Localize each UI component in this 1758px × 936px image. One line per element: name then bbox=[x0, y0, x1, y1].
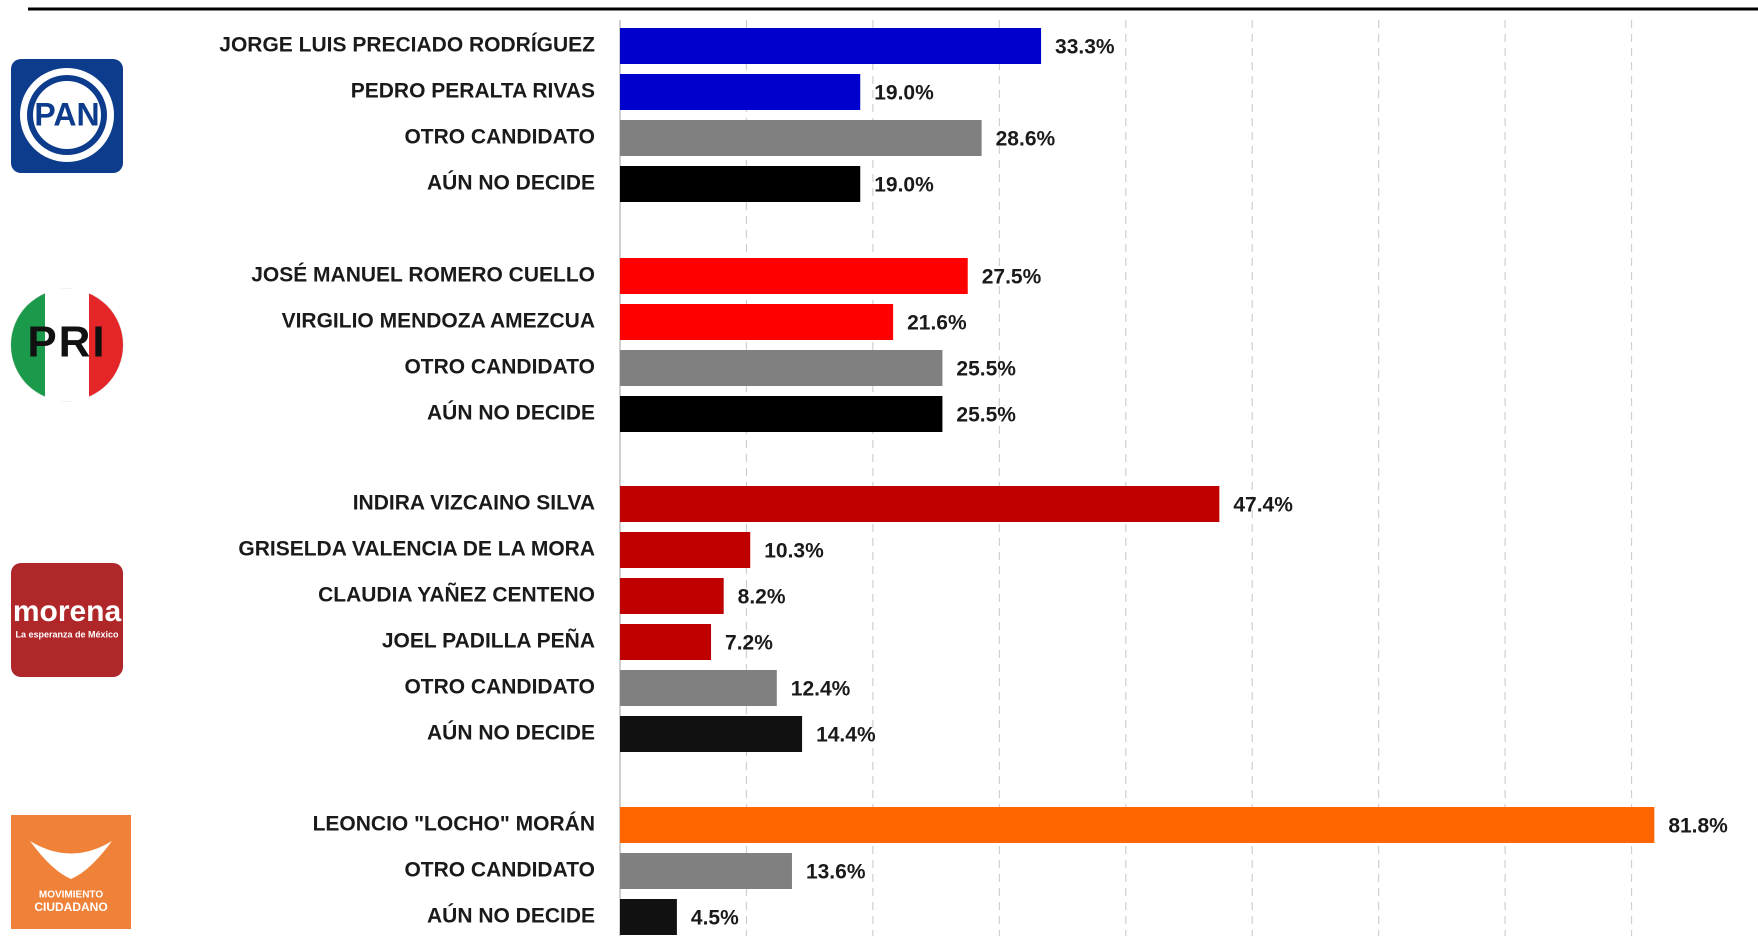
bar bbox=[620, 578, 724, 614]
category-label: OTRO CANDIDATO bbox=[404, 356, 595, 379]
value-label: 8.2% bbox=[738, 586, 786, 609]
value-label: 33.3% bbox=[1055, 36, 1115, 59]
value-label: 19.0% bbox=[874, 82, 934, 105]
bar bbox=[620, 486, 1220, 522]
logo-text: CIUDADANO bbox=[34, 900, 107, 914]
value-label: 4.5% bbox=[691, 907, 739, 930]
logo-text: PAN bbox=[34, 96, 99, 132]
bar bbox=[620, 624, 712, 660]
category-label: AÚN NO DECIDE bbox=[427, 904, 595, 928]
logo bbox=[45, 289, 89, 401]
category-label: AÚN NO DECIDE bbox=[427, 721, 595, 745]
logo bbox=[30, 841, 112, 879]
bar bbox=[620, 120, 982, 156]
bar bbox=[620, 350, 943, 386]
bar bbox=[620, 532, 751, 568]
bar bbox=[620, 74, 861, 110]
value-label: 19.0% bbox=[874, 174, 934, 197]
category-label: JORGE LUIS PRECIADO RODRÍGUEZ bbox=[219, 34, 595, 57]
value-label: 28.6% bbox=[996, 128, 1056, 151]
bar bbox=[620, 396, 943, 432]
category-label: GRISELDA VALENCIA DE LA MORA bbox=[238, 538, 595, 561]
category-label: OTRO CANDIDATO bbox=[404, 676, 595, 699]
value-label: 27.5% bbox=[982, 266, 1042, 289]
value-label: 12.4% bbox=[791, 678, 851, 701]
category-label: AÚN NO DECIDE bbox=[427, 401, 595, 425]
category-label: OTRO CANDIDATO bbox=[404, 859, 595, 882]
value-label: 10.3% bbox=[764, 540, 824, 563]
value-label: 7.2% bbox=[725, 632, 773, 655]
bar bbox=[620, 716, 803, 752]
bar bbox=[620, 258, 968, 294]
value-label: 21.6% bbox=[907, 312, 967, 335]
bar bbox=[620, 28, 1042, 64]
bar bbox=[620, 670, 777, 706]
logo-text: MOVIMIENTO bbox=[39, 890, 103, 901]
category-label: LEONCIO "LOCHO" MORÁN bbox=[313, 813, 595, 836]
logo-text: PRI bbox=[27, 318, 106, 367]
logo bbox=[33, 81, 101, 149]
category-label: JOEL PADILLA PEÑA bbox=[382, 630, 595, 653]
bar bbox=[620, 304, 894, 340]
bar bbox=[620, 166, 861, 202]
category-label: JOSÉ MANUEL ROMERO CUELLO bbox=[251, 264, 595, 287]
value-label: 47.4% bbox=[1233, 494, 1293, 517]
category-label: OTRO CANDIDATO bbox=[404, 126, 595, 149]
value-label: 25.5% bbox=[956, 358, 1016, 381]
value-label: 81.8% bbox=[1668, 815, 1728, 838]
value-label: 13.6% bbox=[806, 861, 866, 884]
category-label: AÚN NO DECIDE bbox=[427, 171, 595, 195]
bar bbox=[620, 853, 792, 889]
category-label: INDIRA VIZCAINO SILVA bbox=[353, 492, 595, 515]
logo-text: La esperanza de México bbox=[15, 629, 119, 639]
bar bbox=[620, 807, 1655, 843]
logo-text: morena bbox=[13, 595, 122, 628]
value-label: 25.5% bbox=[956, 404, 1016, 427]
value-label: 14.4% bbox=[816, 724, 876, 747]
logo bbox=[11, 563, 123, 677]
bar bbox=[620, 899, 677, 935]
category-label: PEDRO PERALTA RIVAS bbox=[351, 80, 595, 103]
category-label: CLAUDIA YAÑEZ CENTENO bbox=[318, 584, 595, 607]
category-label: VIRGILIO MENDOZA AMEZCUA bbox=[282, 310, 595, 333]
